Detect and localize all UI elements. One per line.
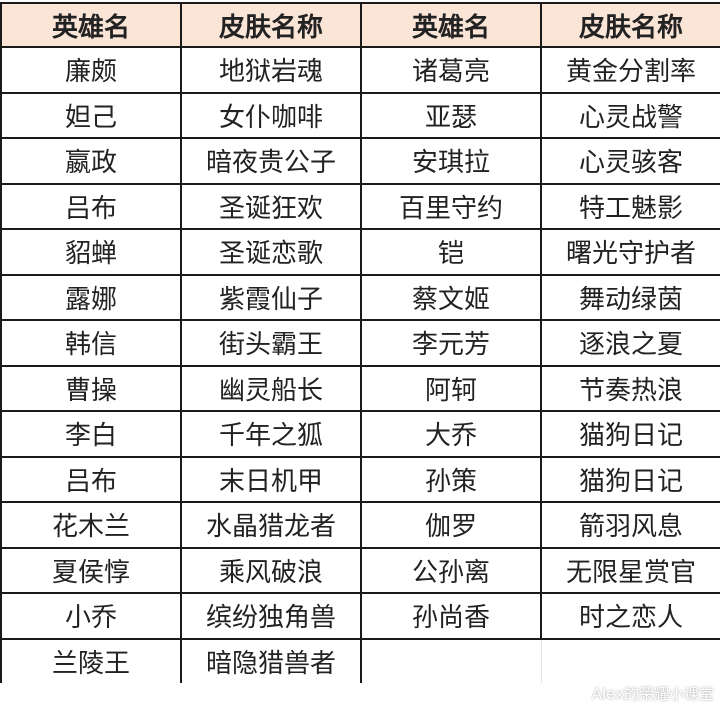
table-row: 貂蝉 圣诞恋歌铠曙光守护者 <box>0 228 720 276</box>
table-row: 李白 千年之狐 大乔 猫狗日记 <box>0 410 720 458</box>
header-row: 英雄名 皮肤名称 英雄名 皮肤名称 <box>0 2 720 48</box>
skin-name-cell: 猫狗日记 <box>540 455 720 503</box>
table-row: 吕布 末日机甲 孙策 猫狗日记 <box>0 455 720 503</box>
header-hero-name: 英雄名 <box>0 2 182 48</box>
hero-name-cell: 伽罗 <box>360 501 542 549</box>
skin-name-cell: 特工魅影 <box>540 182 720 230</box>
hero-name-cell: 孙策 <box>360 455 542 503</box>
skin-name-cell: 曙光守护者 <box>540 228 720 276</box>
skin-name-cell: 街头霸王 <box>180 319 362 367</box>
hero-name-cell: 亚瑟 <box>360 91 542 139</box>
table-row: 露娜 紫霞仙子 蔡文姬 舞动绿茵 <box>0 273 720 321</box>
skin-name-cell: 水晶猎龙者 <box>180 501 362 549</box>
skin-name-cell: 圣诞恋歌 <box>180 228 362 276</box>
hero-name-cell: 曹操 <box>0 364 182 412</box>
hero-name-cell <box>360 637 542 683</box>
skin-name-cell: 千年之狐 <box>180 410 362 458</box>
hero-name-cell: 李白 <box>0 410 182 458</box>
table-row: 花木兰 水晶猎龙者 伽罗 箭羽风息 <box>0 501 720 549</box>
table-row: 夏侯惇 乘风破浪 公孙离 无限星赏官 <box>0 546 720 594</box>
skin-name-cell: 乘风破浪 <box>180 546 362 594</box>
hero-name-cell: 韩信 <box>0 319 182 367</box>
hero-name-cell: 诸葛亮 <box>360 46 542 94</box>
hero-name-cell: 阿轲 <box>360 364 542 412</box>
hero-name-cell: 嬴政 <box>0 137 182 185</box>
table-row: 兰陵王 暗隐猎兽者 <box>0 637 720 683</box>
hero-name-cell: 露娜 <box>0 273 182 321</box>
skin-name-cell: 女仆咖啡 <box>180 91 362 139</box>
hero-name-cell: 貂蝉 <box>0 228 182 276</box>
hero-name-cell: 蔡文姬 <box>360 273 542 321</box>
table-row: 吕布 圣诞狂欢 百里守约 特工魅影 <box>0 182 720 230</box>
skin-name-cell: 圣诞狂欢 <box>180 182 362 230</box>
skin-name-cell: 猫狗日记 <box>540 410 720 458</box>
hero-name-cell: 铠 <box>360 228 542 276</box>
table-row: 韩信 街头霸王 李元芳 逐浪之夏 <box>0 319 720 367</box>
table-row: 廉颇 地狱岩魂 诸葛亮 黄金分割率 <box>0 46 720 94</box>
hero-name-cell: 公孙离 <box>360 546 542 594</box>
skin-name-cell: 黄金分割率 <box>540 46 720 94</box>
skin-name-cell: 地狱岩魂 <box>180 46 362 94</box>
skin-name-cell: 节奏热浪 <box>540 364 720 412</box>
skin-name-cell: 逐浪之夏 <box>540 319 720 367</box>
skin-name-cell: 幽灵船长 <box>180 364 362 412</box>
skin-name-cell: 心灵战警 <box>540 91 720 139</box>
skin-name-cell: 缤纷独角兽 <box>180 592 362 640</box>
hero-name-cell: 妲己 <box>0 91 182 139</box>
skin-table: 英雄名 皮肤名称 英雄名 皮肤名称 廉颇 地狱岩魂 诸葛亮 黄金分割率 妲己 女仆咖啡 亚瑟… <box>0 2 720 683</box>
header-skin-name: 皮肤名称 <box>180 2 362 48</box>
hero-name-cell: 百里守约 <box>360 182 542 230</box>
hero-name-cell: 孙尚香 <box>360 592 542 640</box>
watermark: Alex的荣耀小课堂 <box>591 685 714 703</box>
header-skin-name: 皮肤名称 <box>540 2 720 48</box>
skin-name-cell: 舞动绿茵 <box>540 273 720 321</box>
hero-name-cell: 吕布 <box>0 182 182 230</box>
hero-name-cell: 夏侯惇 <box>0 546 182 594</box>
skin-name-cell: 箭羽风息 <box>540 501 720 549</box>
hero-name-cell: 花木兰 <box>0 501 182 549</box>
header-hero-name: 英雄名 <box>360 2 542 48</box>
skin-name-cell: 紫霞仙子 <box>180 273 362 321</box>
hero-name-cell: 李元芳 <box>360 319 542 367</box>
table-row: 曹操 幽灵船长 阿轲 节奏热浪 <box>0 364 720 412</box>
table-row: 小乔 缤纷独角兽 孙尚香 时之恋人 <box>0 592 720 640</box>
table-row: 嬴政 暗夜贵公子 安琪拉 心灵骇客 <box>0 137 720 185</box>
hero-name-cell: 大乔 <box>360 410 542 458</box>
hero-name-cell: 小乔 <box>0 592 182 640</box>
skin-name-cell: 暗夜贵公子 <box>180 137 362 185</box>
skin-name-cell: 时之恋人 <box>540 592 720 640</box>
skin-name-cell: 末日机甲 <box>180 455 362 503</box>
skin-name-cell <box>540 637 720 683</box>
hero-name-cell: 兰陵王 <box>0 637 182 683</box>
skin-name-cell: 暗隐猎兽者 <box>180 637 362 683</box>
hero-name-cell: 安琪拉 <box>360 137 542 185</box>
skin-name-cell: 心灵骇客 <box>540 137 720 185</box>
skin-name-cell: 无限星赏官 <box>540 546 720 594</box>
hero-name-cell: 吕布 <box>0 455 182 503</box>
hero-name-cell: 廉颇 <box>0 46 182 94</box>
table-row: 妲己 女仆咖啡 亚瑟 心灵战警 <box>0 91 720 139</box>
